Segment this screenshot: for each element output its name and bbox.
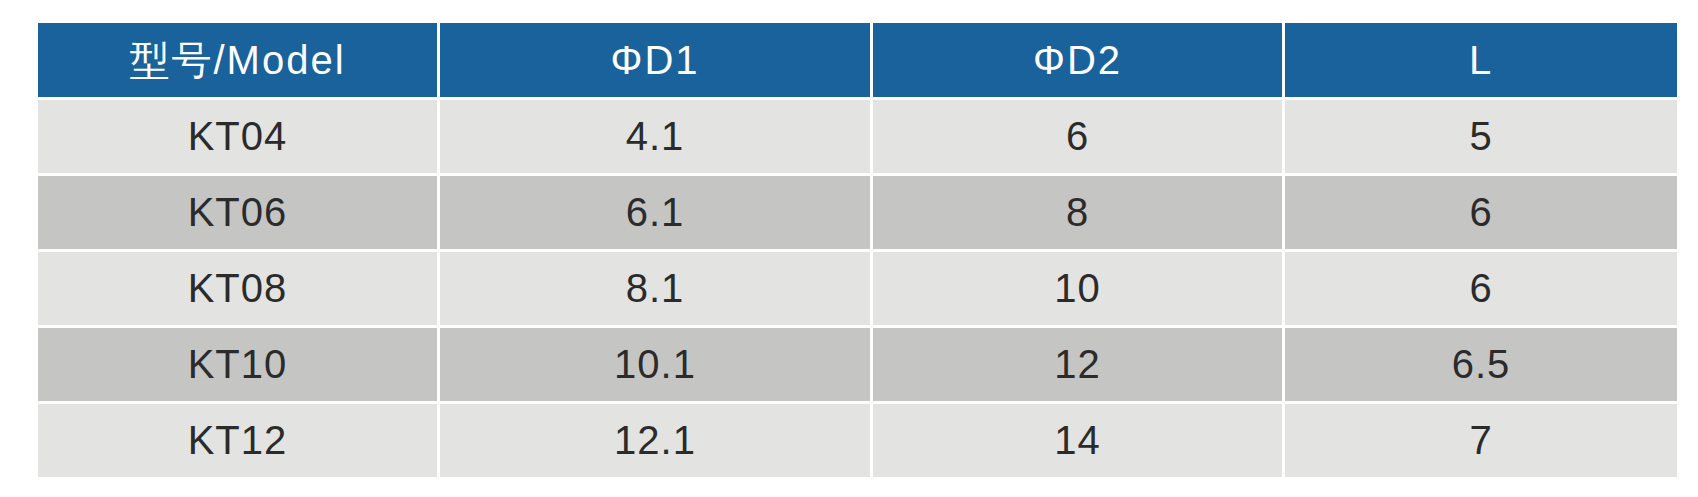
column-header-l: L: [1285, 23, 1677, 97]
table-cell-d1: 12.1: [440, 404, 870, 477]
table-cell-d2: 10: [873, 252, 1282, 325]
spec-table: 型号/Model ΦD1 ΦD2 L KT04 4.1 6 5 KT06 6.1…: [38, 23, 1677, 477]
table-cell-d1: 4.1: [440, 100, 870, 173]
table-cell-d1: 6.1: [440, 176, 870, 249]
table-cell-model: KT06: [38, 176, 437, 249]
table-cell-model: KT08: [38, 252, 437, 325]
column-header-d1: ΦD1: [440, 23, 870, 97]
table-cell-model: KT12: [38, 404, 437, 477]
table-cell-l: 7: [1285, 404, 1677, 477]
table-cell-l: 6.5: [1285, 328, 1677, 401]
table-cell-d2: 14: [873, 404, 1282, 477]
table-cell-d2: 12: [873, 328, 1282, 401]
column-header-d2: ΦD2: [873, 23, 1282, 97]
table-cell-d2: 8: [873, 176, 1282, 249]
table-cell-l: 5: [1285, 100, 1677, 173]
table-cell-l: 6: [1285, 252, 1677, 325]
table-cell-d1: 8.1: [440, 252, 870, 325]
column-header-model: 型号/Model: [38, 23, 437, 97]
table-cell-model: KT10: [38, 328, 437, 401]
table-cell-model: KT04: [38, 100, 437, 173]
table-cell-l: 6: [1285, 176, 1677, 249]
table-cell-d1: 10.1: [440, 328, 870, 401]
table-cell-d2: 6: [873, 100, 1282, 173]
